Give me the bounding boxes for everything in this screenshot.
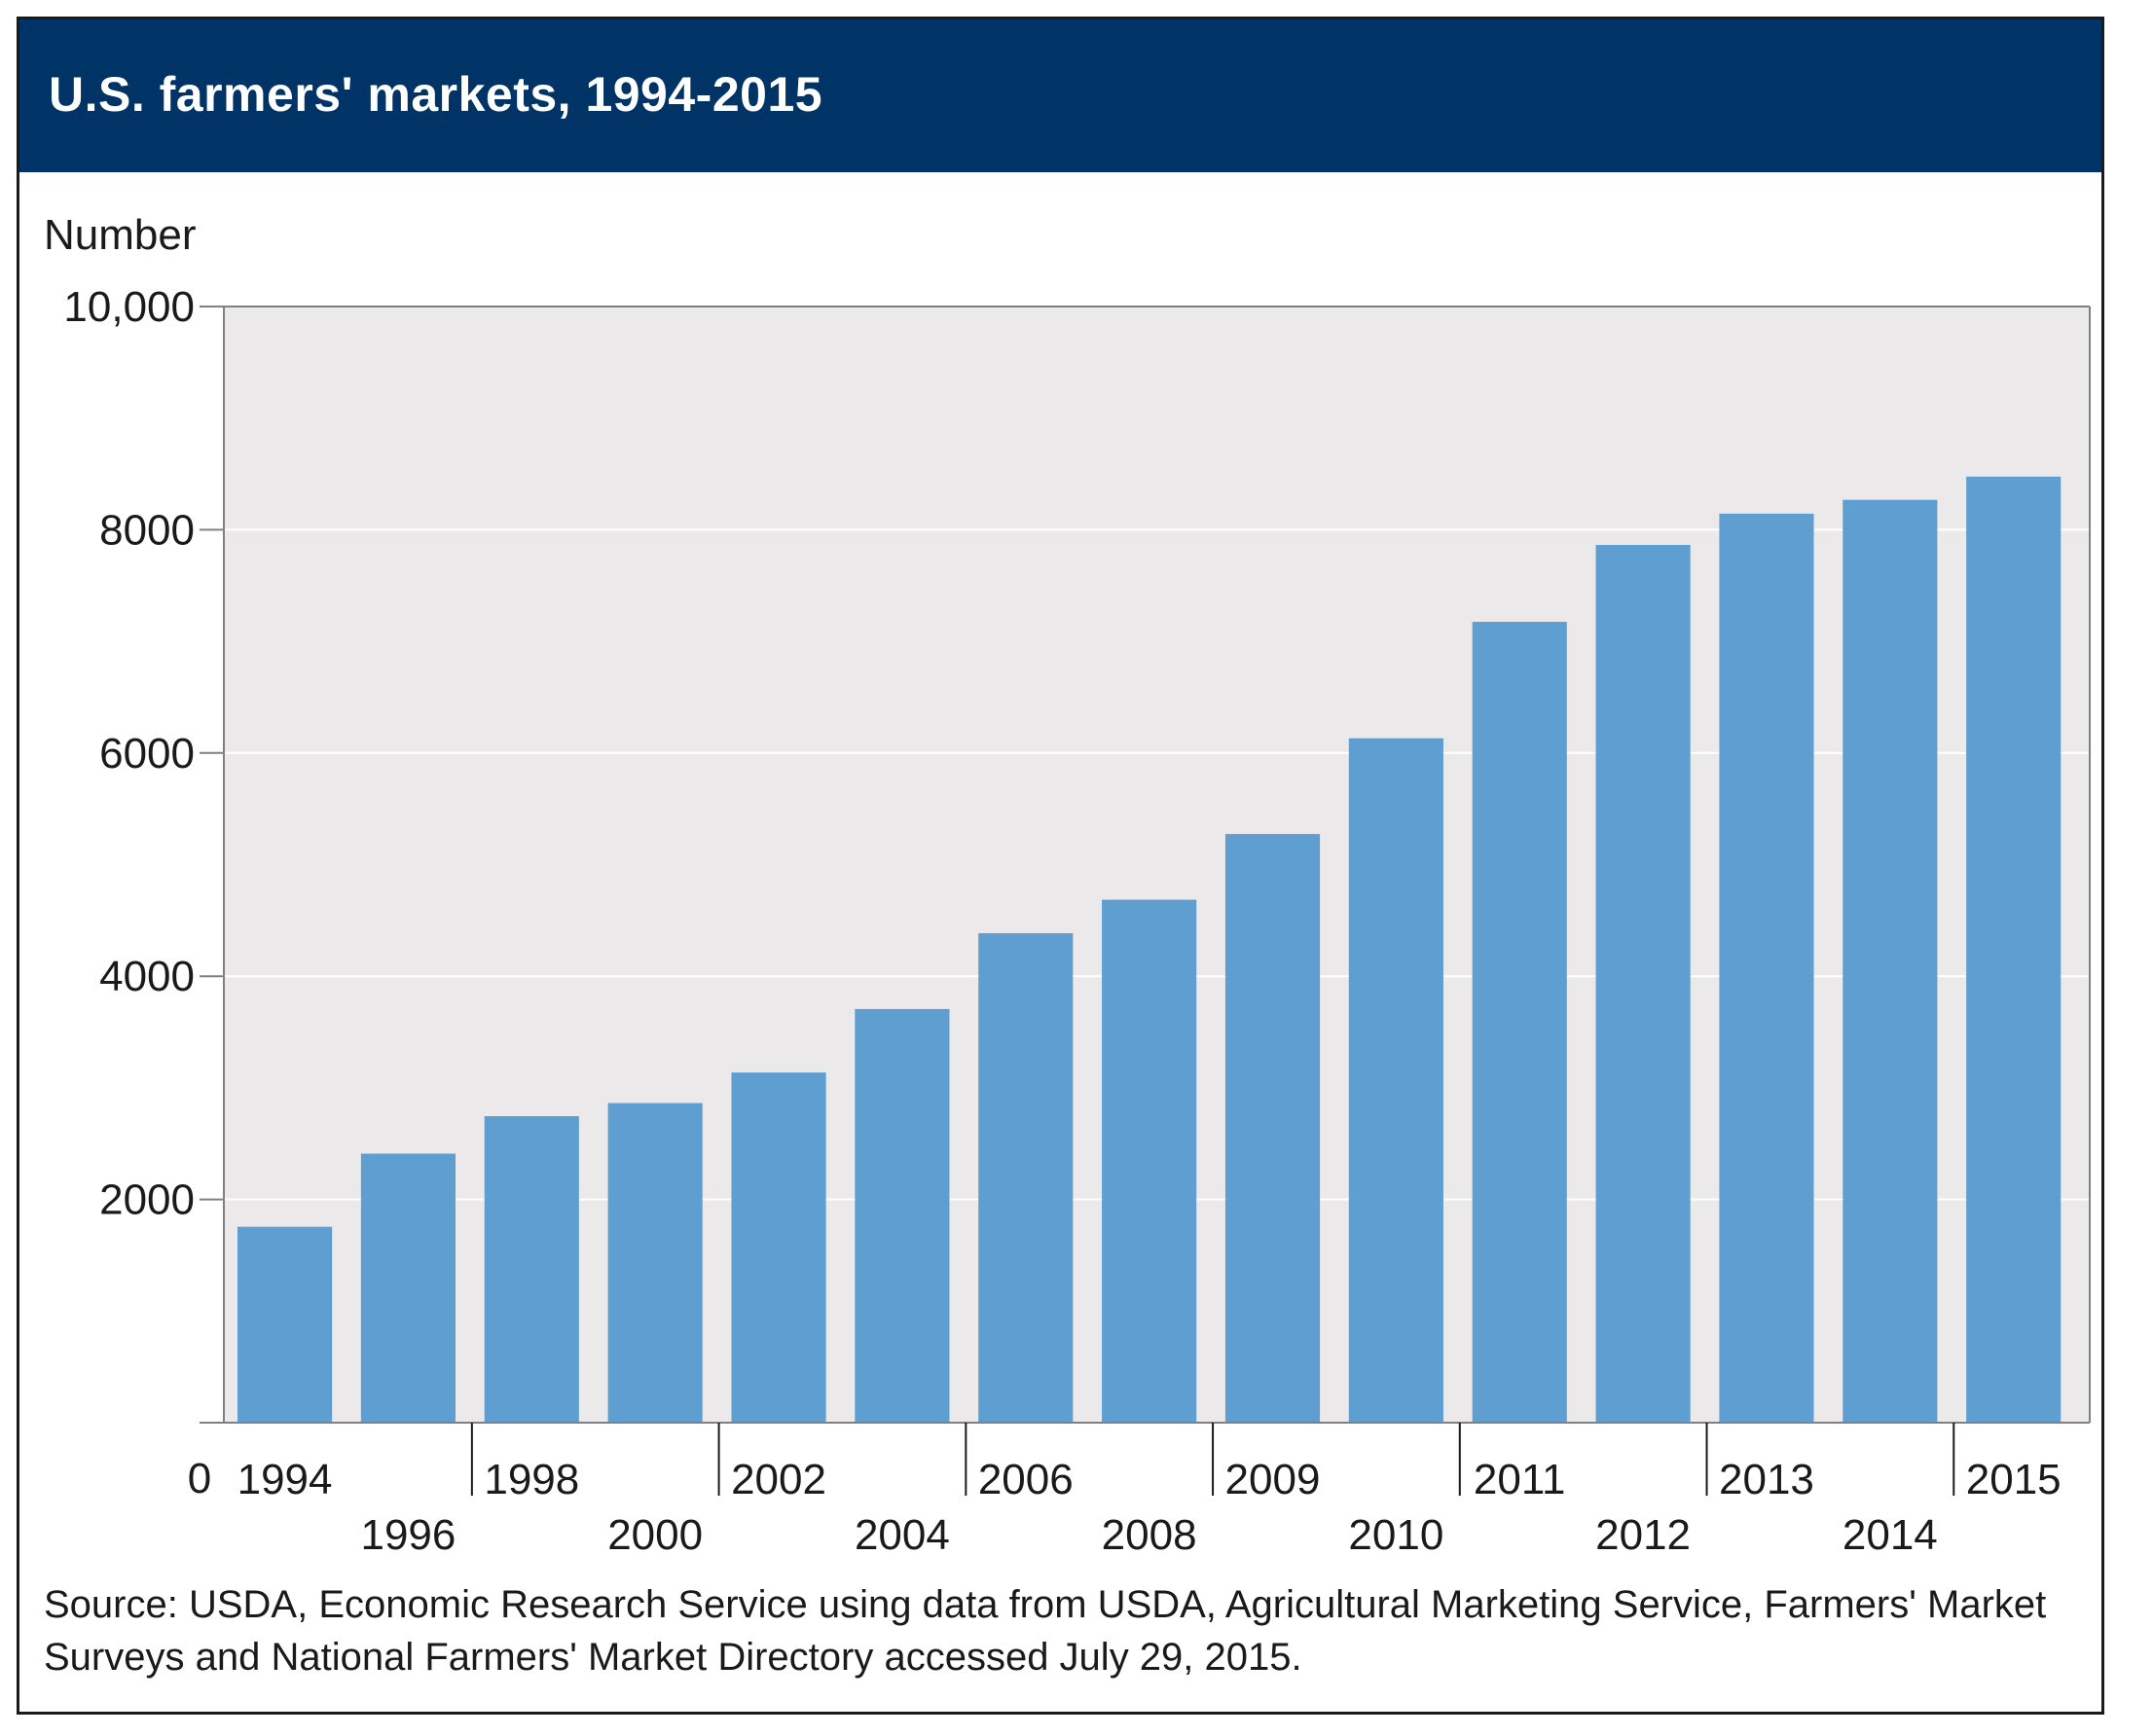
x-tick-label-2013: 2013: [1719, 1456, 1814, 1503]
title-band: U.S. farmers' markets, 1994-2015: [19, 19, 2101, 172]
bar-2011: [1472, 622, 1567, 1423]
bar-2004: [855, 1008, 950, 1423]
y-tick-label: 6000: [99, 730, 195, 778]
bar-1994: [237, 1226, 333, 1423]
chart-title: U.S. farmers' markets, 1994-2015: [49, 67, 823, 122]
source-note: Source: USDA, Economic Research Service …: [44, 1583, 2047, 1679]
x-tick-label-2008: 2008: [1102, 1511, 1197, 1559]
x-tick-label-2011: 2011: [1474, 1456, 1566, 1503]
x-tick-label-2006: 2006: [978, 1456, 1074, 1503]
bar-2009: [1224, 834, 1321, 1423]
bar-2014: [1843, 499, 1938, 1423]
bar-2010: [1348, 738, 1443, 1423]
x-tick-label-1994: 1994: [237, 1456, 333, 1503]
y-tick-label: 8000: [99, 506, 195, 554]
y-axis: 10,000 8000 6000 4000 2000 0: [63, 283, 2091, 1502]
y-tick-label: 2000: [99, 1176, 195, 1224]
y-axis-label: Number: [44, 211, 197, 259]
bar-2006: [978, 933, 1074, 1423]
bar-2008: [1102, 899, 1197, 1423]
x-tick-label-1996: 1996: [360, 1511, 456, 1559]
chart-frame: U.S. farmers' markets, 1994-2015 Number …: [17, 17, 2104, 1715]
bar-1998: [484, 1116, 579, 1423]
bar-2000: [607, 1103, 703, 1423]
bar-2015: [1966, 476, 2062, 1423]
x-tick-label-2010: 2010: [1348, 1511, 1443, 1559]
bar-1996: [360, 1153, 456, 1423]
x-tick-label-2009: 2009: [1225, 1456, 1321, 1503]
bar-2013: [1719, 513, 1814, 1423]
x-tick-label-2015: 2015: [1966, 1456, 2062, 1503]
y-tick-label: 10,000: [63, 283, 195, 331]
x-tick-label-2002: 2002: [731, 1456, 826, 1503]
bar-2012: [1595, 544, 1691, 1423]
x-tick-label-2000: 2000: [607, 1511, 703, 1559]
y-tick-label-zero: 0: [188, 1455, 211, 1502]
x-tick-label-2014: 2014: [1843, 1511, 1938, 1559]
x-axis: 1994 1996 1998 2000 2002 2004 2006 2008 2009 2010…: [200, 1422, 2090, 1559]
y-tick-label: 4000: [99, 953, 195, 1000]
x-tick-label-2004: 2004: [855, 1511, 950, 1559]
bar-2002: [731, 1072, 826, 1423]
x-tick-label-1998: 1998: [484, 1456, 579, 1503]
x-tick-label-2012: 2012: [1595, 1511, 1691, 1559]
bars: [237, 476, 2062, 1423]
